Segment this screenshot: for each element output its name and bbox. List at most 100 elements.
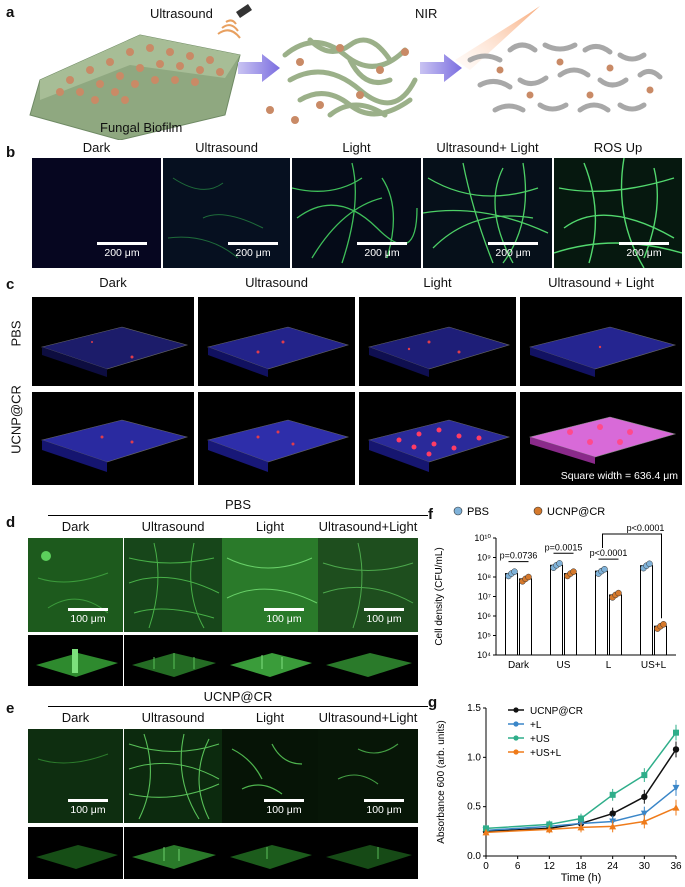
panel-b-col-ultrasound: Ultrasound [195,140,258,155]
panel-d-image-ultrasound [124,538,222,632]
scale-bar: 100 μm [254,608,314,625]
panel-c-image-ucnp-ultrasound [198,392,355,485]
panel-e-image-us-light: 100 μm [318,729,418,823]
panel-e-col-ultrasound: Ultrasound [141,710,205,725]
p-value-label: p=0.0736 [500,551,538,561]
panel-b-image-ros: 200 μm [554,158,682,268]
legend-marker-0 [513,707,519,713]
legend-label-1: +L [530,720,542,731]
process-arrow-2 [420,54,462,82]
loosened-particles [266,44,409,124]
legend-label-0: UCNP@CR [530,706,583,717]
panel-e-col-dark: Dark [61,710,90,725]
x-tick-label: 18 [575,861,587,872]
scale-bar: 100 μm [354,799,414,816]
data-point [641,772,648,779]
panel-b-image-us-light: 200 μm [423,158,552,268]
scale-bar: 100 μm [354,608,414,625]
significance-bracket-long [602,533,662,619]
data-point [483,825,489,832]
panel-e-3d-light [222,827,318,879]
data-point [672,746,680,753]
panel-c-image-pbs-us-light [520,297,682,386]
panel-b-col-light: Light [342,140,371,155]
legend-marker-1 [513,721,519,727]
series-line-+US [485,732,677,830]
bar-PBS-Dark [505,573,518,656]
scale-bar: 100 μm [58,608,118,625]
data-point [525,573,532,581]
y-axis-label: Absorbance 600 (arb. units) [436,720,447,843]
panel-d-3d-light [222,635,318,686]
panel-c-image-ucnp-light [359,392,516,485]
data-point [482,828,490,836]
legend-label-1: UCNP@CR [547,506,605,518]
panel-c-image-ucnp-dark [32,392,194,485]
panel-c-image-pbs-light [359,297,516,386]
panel-e-col-light: Light [255,710,285,725]
data-point [609,822,617,830]
panel-d-3d-ultrasound [124,635,222,686]
scale-bar: 100 μm [254,799,314,816]
data-point [556,560,563,567]
panel-g-chart: 0.0 0.5 1.0 1.5 0 6 12 18 24 30 36 Time (h) Absorban… [436,703,682,884]
panel-c-image-pbs-dark [32,297,194,386]
data-point [609,791,616,798]
data-point [660,621,667,628]
bar-UCNP@CR-L [609,594,622,656]
panel-d-col-light: Light [255,519,285,534]
panel-b-col-ros: ROS Up [593,140,643,155]
panel-e-image-ultrasound [124,729,222,823]
panel-b-col-us-light: Ultrasound+ Light [436,140,539,155]
biofilm-label: Fungal Biofilm [100,120,183,135]
fragmented-hyphae [467,42,663,113]
panel-e-group-title: UCNP@CR [203,689,273,704]
panel-b-image-light: 200 μm [292,158,421,268]
panel-c-col-ultrasound: Ultrasound [245,275,308,290]
series-line-+L [485,787,677,832]
square-width-label: Square width = 636.4 μm [560,470,678,482]
y-tick-label: 10⁹ [477,553,491,563]
nir-label: NIR [415,6,438,21]
data-point [609,810,616,817]
data-point [646,560,653,568]
panel-f-chart: PBS UCNP@CR 10⁴ 10⁵ 10⁶ 10⁷ 10⁸ 10⁹ 10¹⁰ Cell den… [434,506,676,671]
panel-d-3d-us-light [318,635,418,686]
data-point [640,810,648,818]
fragmented-particles [496,58,654,99]
legend-marker-2 [513,735,519,741]
panel-b-image-ultrasound: 200 μm [163,158,290,268]
data-point [640,817,648,825]
legend-label-2: +US [530,734,550,745]
ultrasound-probe-icon [217,4,252,39]
panel-e-3d-dark [28,827,123,879]
x-tick-label: L [606,660,612,671]
nir-beam [455,6,540,70]
panel-d-group-title: PBS [224,497,251,512]
panel-e-col-us-light: Ultrasound+Light [318,710,418,725]
panel-a-illustration [29,4,663,140]
panel-b-col-dark: Dark [82,140,111,155]
legend-label-3: +US+L [530,748,562,759]
x-tick-label: 12 [544,861,556,872]
panel-d-3d-dark [28,635,123,686]
data-point [578,815,584,822]
data-point [672,784,680,792]
x-tick-label: Dark [508,660,530,671]
y-tick-label: 1.0 [467,752,481,763]
bar-PBS-US+L [640,565,653,656]
panel-a-label: a [6,4,15,21]
panel-d-group-line [48,515,428,516]
panel-c-row-pbs: PBS [8,320,24,347]
panel-d-col-us-light: Ultrasound+Light [318,519,418,534]
panel-d-label: d [6,514,16,531]
series-line-+US+L [485,806,677,834]
y-tick-label: 10⁴ [477,650,491,660]
data-point [570,568,577,575]
panel-e-3d-us-light [318,827,418,879]
x-tick-label: US [557,660,571,671]
y-tick-label: 1.5 [467,703,481,714]
panel-c-col-us-light: Ultrasound + Light [548,275,654,290]
scale-bar: 200 μm [92,242,152,259]
data-point [673,729,679,736]
